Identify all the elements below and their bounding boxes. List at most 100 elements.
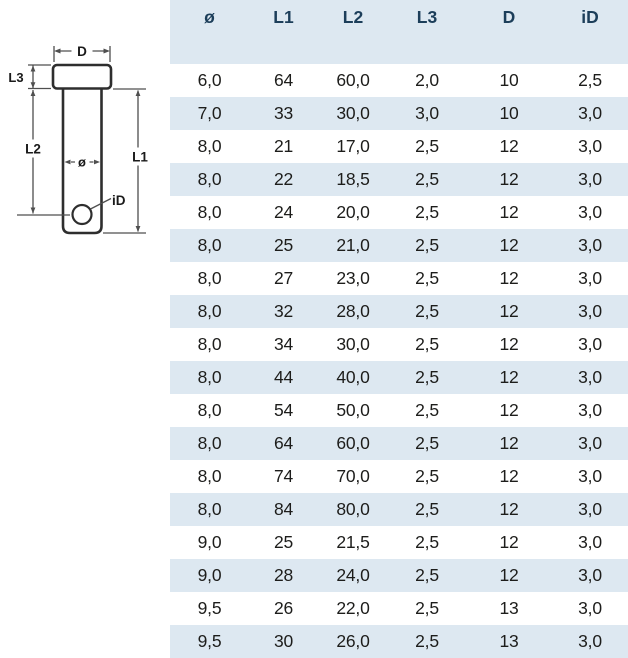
- table-cell: 12: [499, 532, 519, 552]
- table-cell: 8,0: [197, 301, 222, 321]
- table-row: 8,0 34 30,0 2,5 12 3,0: [170, 328, 628, 361]
- dim-label-diameter: ø: [78, 155, 86, 170]
- table-cell: 22,0: [336, 598, 370, 618]
- table-cell: 3,0: [578, 103, 602, 123]
- table-row: 8,0 44 40,0 2,5 12 3,0: [170, 361, 628, 394]
- table-cell: 22: [273, 169, 294, 189]
- table-cell: 64: [273, 433, 294, 453]
- dimension-id: iD: [90, 193, 126, 210]
- table-cell: 30,0: [336, 103, 370, 123]
- table-row: 6,0 64 60,0 2,0 10 2,5: [170, 64, 628, 97]
- dimension-diameter: ø: [64, 155, 100, 170]
- table-cell: 3,0: [578, 268, 602, 288]
- table-cell: 3,0: [578, 631, 602, 651]
- table-cell: 20,0: [336, 202, 370, 222]
- table-cell: 9,0: [197, 565, 222, 585]
- table-header-row: ø L1 L2 L3 D iD: [170, 0, 628, 64]
- table-cell: 12: [499, 466, 519, 486]
- table-cell: 2,5: [415, 499, 439, 519]
- table-body: 6,0 64 60,0 2,0 10 2,5 7,0 33 30,0 3,0 10 3,0 8,0 21 1…: [170, 64, 628, 658]
- table-cell: 12: [499, 367, 519, 387]
- table-row: 8,0 24 20,0 2,5 12 3,0: [170, 196, 628, 229]
- table-cell: 10: [499, 70, 519, 90]
- table-cell: 12: [499, 268, 519, 288]
- table-cell: 9,0: [197, 532, 222, 552]
- table-cell: 8,0: [197, 268, 222, 288]
- table-cell: 2,5: [415, 202, 439, 222]
- table-row: 8,0 84 80,0 2,5 12 3,0: [170, 493, 628, 526]
- table-cell: 26,0: [336, 631, 370, 651]
- table-cell: 3,0: [578, 367, 602, 387]
- table-row: 8,0 64 60,0 2,5 12 3,0: [170, 427, 628, 460]
- table-cell: 9,5: [197, 598, 222, 618]
- table-cell: 60,0: [336, 70, 370, 90]
- table-row: 7,0 33 30,0 3,0 10 3,0: [170, 97, 628, 130]
- table-cell: 54: [273, 400, 294, 420]
- table-cell: 8,0: [197, 367, 222, 387]
- table-cell: 18,5: [336, 169, 370, 189]
- dimension-d: D: [53, 44, 111, 62]
- table-cell: 2,5: [415, 169, 439, 189]
- table-cell: 2,5: [415, 268, 439, 288]
- table-cell: 3,0: [578, 301, 602, 321]
- table-cell: 64: [273, 70, 294, 90]
- column-header-id: iD: [581, 7, 599, 27]
- table-cell: 8,0: [197, 499, 222, 519]
- table-row: 8,0 74 70,0 2,5 12 3,0: [170, 460, 628, 493]
- dim-label-l2: L2: [25, 142, 41, 157]
- table-cell: 21,5: [336, 532, 370, 552]
- table-cell: 80,0: [336, 499, 370, 519]
- table-cell: 2,5: [578, 70, 602, 90]
- table-cell: 12: [499, 136, 519, 156]
- table-cell: 8,0: [197, 202, 222, 222]
- table-cell: 21,0: [336, 235, 370, 255]
- table-cell: 60,0: [336, 433, 370, 453]
- table-cell: 3,0: [415, 103, 439, 123]
- pin-hole: [71, 203, 93, 226]
- table-cell: 84: [273, 499, 294, 519]
- table-cell: 2,5: [415, 235, 439, 255]
- table-cell: 3,0: [578, 433, 602, 453]
- clevis-pin-diagram: D L3 L2 ø: [8, 44, 152, 235]
- table-cell: 3,0: [578, 598, 602, 618]
- table-cell: 40,0: [336, 367, 370, 387]
- table-cell: 12: [499, 499, 519, 519]
- table-cell: 12: [499, 334, 519, 354]
- dim-label-l1: L1: [132, 150, 148, 165]
- table-cell: 6,0: [197, 70, 222, 90]
- table-cell: 2,5: [415, 367, 439, 387]
- dimension-l1: L1: [103, 88, 152, 234]
- table-cell: 2,5: [415, 466, 439, 486]
- table-cell: 8,0: [197, 136, 222, 156]
- table-cell: 13: [499, 598, 519, 618]
- table-row: 8,0 32 28,0 2,5 12 3,0: [170, 295, 628, 328]
- pin-head: [51, 63, 113, 90]
- table-cell: 3,0: [578, 499, 602, 519]
- pin-shaft: [61, 88, 103, 235]
- table-cell: 70,0: [336, 466, 370, 486]
- table-cell: 24,0: [336, 565, 370, 585]
- table-cell: 24: [273, 202, 294, 222]
- table-cell: 13: [499, 631, 519, 651]
- table-cell: 3,0: [578, 202, 602, 222]
- table-cell: 8,0: [197, 400, 222, 420]
- table-cell: 3,0: [578, 334, 602, 354]
- column-header-l1: L1: [273, 7, 294, 27]
- table-row: 8,0 25 21,0 2,5 12 3,0: [170, 229, 628, 262]
- table-cell: 12: [499, 400, 519, 420]
- table-cell: 28,0: [336, 301, 370, 321]
- table-cell: 32: [273, 301, 294, 321]
- column-header-l2: L2: [342, 7, 364, 27]
- table-cell: 10: [499, 103, 519, 123]
- table-cell: 25: [273, 235, 294, 255]
- table-cell: 50,0: [336, 400, 370, 420]
- dim-label-d: D: [77, 44, 87, 59]
- table-cell: 2,5: [415, 334, 439, 354]
- table-cell: 12: [499, 301, 519, 321]
- table-cell: 12: [499, 169, 519, 189]
- table-row: 9,5 26 22,0 2,5 13 3,0: [170, 592, 628, 625]
- table-row: 9,0 28 24,0 2,5 12 3,0: [170, 559, 628, 592]
- table-cell: 17,0: [336, 136, 370, 156]
- table-cell: 25: [273, 532, 294, 552]
